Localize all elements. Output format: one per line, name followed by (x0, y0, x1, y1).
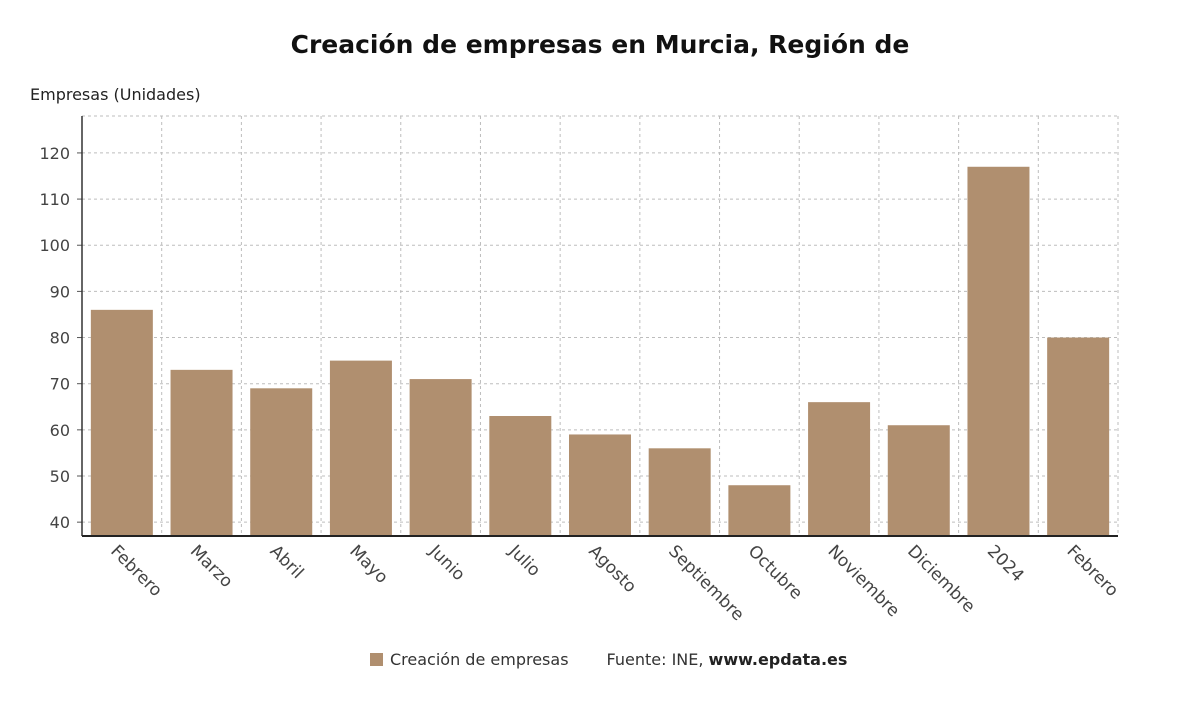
bar (489, 416, 552, 536)
x-tick-label: Octubre (744, 541, 806, 603)
x-tick-label: Mayo (345, 541, 391, 587)
bar (808, 402, 871, 536)
x-tick-label: Noviembre (824, 541, 904, 621)
x-tick-label: Abril (266, 541, 308, 583)
bar (648, 448, 711, 536)
x-tick-label: 2024 (983, 541, 1028, 586)
y-axis-label: Empresas (Unidades) (30, 85, 201, 104)
bar (250, 388, 313, 536)
y-tick-label: 60 (50, 421, 70, 440)
x-tick-label: Marzo (186, 541, 236, 591)
bar (728, 485, 791, 536)
y-tick-label: 50 (50, 467, 70, 486)
bar (90, 309, 153, 536)
y-tick-label: 70 (50, 375, 70, 394)
bar (409, 379, 472, 536)
y-tick-label: 100 (39, 236, 70, 255)
y-tick-label: 40 (50, 513, 70, 532)
bar-chart: 40 50 60 70 80 90 100 110 120 Febrero Marzo Abril Ma… (39, 115, 1123, 625)
source-prefix: Fuente: INE, (606, 650, 709, 669)
x-tick-label: Febrero (106, 541, 166, 601)
legend-series-label: Creación de empresas (390, 650, 569, 669)
chart-title: Creación de empresas en Murcia, Región d… (290, 30, 910, 59)
bar (887, 425, 950, 536)
x-tick-label: Junio (424, 541, 468, 585)
y-tick-label: 80 (50, 329, 70, 348)
bar (329, 360, 392, 536)
source-credit: Fuente: INE, www.epdata.es (607, 650, 848, 669)
x-tick-label: Julio (504, 541, 544, 581)
bar (170, 369, 233, 536)
x-tick-label: Agosto (584, 541, 640, 597)
bar (1047, 337, 1110, 536)
source-site: www.epdata.es (708, 650, 848, 669)
y-tick-label: 120 (39, 144, 70, 163)
bar (967, 166, 1030, 536)
legend: Creación de empresas Fuente: INE, www.ep… (370, 650, 847, 669)
legend-swatch (370, 653, 383, 666)
bar (569, 434, 631, 536)
y-tick-label: 110 (39, 190, 70, 209)
x-tick-label: Diciembre (903, 541, 979, 617)
x-tick-label: Febrero (1063, 541, 1123, 601)
y-tick-label: 90 (50, 282, 70, 301)
x-tick-label: Septiembre (664, 541, 748, 625)
